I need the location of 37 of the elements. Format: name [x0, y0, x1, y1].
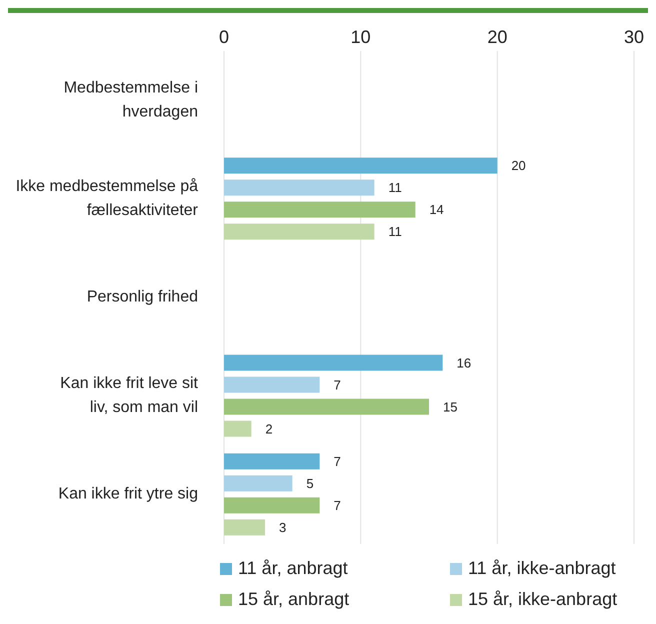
- bar: [224, 376, 320, 393]
- y-tick-label: Personlig frihed: [86, 288, 198, 306]
- data-label: 7: [334, 377, 341, 392]
- data-label: 14: [429, 202, 444, 218]
- bar: [224, 420, 252, 437]
- x-tick-label: 30: [624, 27, 644, 47]
- bar: [224, 224, 374, 240]
- y-tick-label: Kan ikke frit ytre sig: [58, 486, 198, 503]
- y-tick-label: Kan ikke frit leve sit liv, som man vil: [60, 375, 199, 416]
- bar: [224, 202, 416, 218]
- data-label: 5: [306, 476, 314, 492]
- data-label: 7: [334, 454, 341, 470]
- data-label: 15: [443, 399, 458, 414]
- bar: [224, 497, 320, 514]
- y-tick-label: Ikke medbestemmelse på fællesaktiviteter: [16, 178, 199, 220]
- y-tick-label: Medbestemmelse i hverdagen: [64, 80, 198, 121]
- bar: [224, 398, 429, 415]
- x-tick-label: 0: [218, 27, 230, 47]
- bar: [224, 519, 265, 536]
- x-tick-label: 20: [487, 27, 508, 47]
- bar: [224, 354, 443, 371]
- bar: [224, 475, 292, 492]
- legend-label: 11 år, ikke-anbragt: [467, 558, 617, 579]
- x-tick-label: 10: [350, 27, 371, 47]
- bar: [224, 453, 320, 470]
- legend-label: 11 år, anbragt: [237, 558, 349, 579]
- data-label: 16: [456, 355, 472, 370]
- data-label: 3: [279, 520, 286, 536]
- legend-label: 15 år, ikke-anbragt: [467, 589, 618, 610]
- data-label: 11: [388, 224, 402, 240]
- bar: [224, 158, 498, 174]
- data-label: 7: [334, 498, 341, 514]
- data-label: 2: [265, 421, 273, 436]
- data-label: 20: [511, 158, 526, 174]
- data-label: 11: [388, 180, 402, 196]
- bar: [224, 180, 374, 196]
- legend-label: 15 år, anbragt: [237, 589, 350, 610]
